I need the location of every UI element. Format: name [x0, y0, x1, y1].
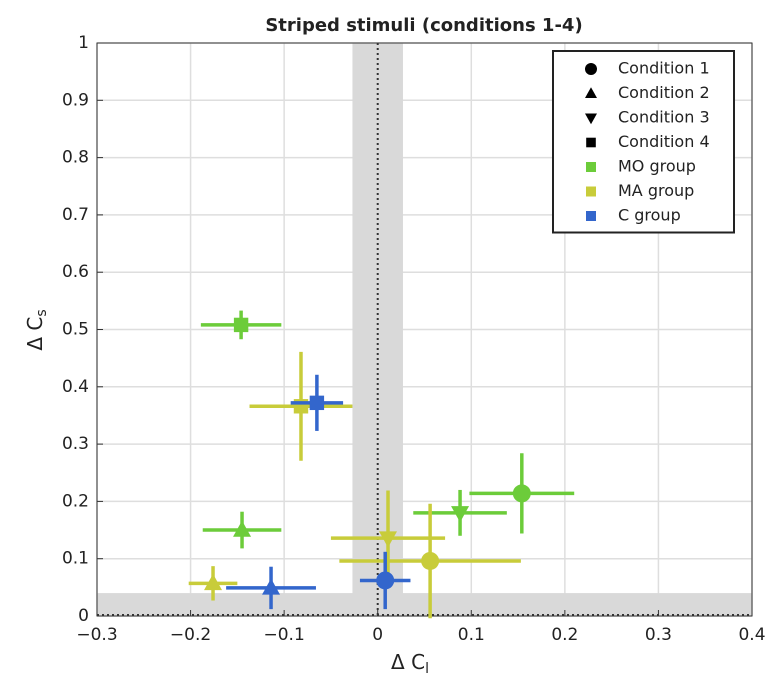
point	[512, 484, 531, 503]
x-tick-label: −0.2	[170, 625, 211, 645]
y-tick-label: 0.9	[62, 90, 89, 110]
x-tick-label: 0	[372, 625, 383, 645]
y-axis-label-text: Δ C	[23, 317, 47, 351]
legend-symbol	[585, 113, 597, 125]
y-tick-label: 0.4	[62, 377, 89, 397]
legend-symbol	[586, 137, 596, 148]
y-tick-label: 1	[78, 33, 89, 53]
y-tick-label: 0.5	[62, 320, 89, 340]
legend-label: C group	[618, 206, 681, 225]
legend-label: Condition 2	[618, 83, 710, 102]
y-axis-label: Δ Cs	[23, 309, 51, 350]
x-tick-label: −0.1	[264, 625, 305, 645]
x-axis-label-sub: l	[425, 661, 429, 677]
y-tick-label: 0	[78, 606, 89, 626]
legend-swatch	[586, 211, 596, 221]
point	[233, 520, 252, 537]
legend-label: MO group	[618, 157, 696, 176]
y-tick-label: 0.3	[62, 434, 89, 454]
point	[233, 317, 249, 333]
point	[204, 573, 223, 591]
x-axis-label-text: Δ C	[391, 650, 425, 674]
chart-title: Striped stimuli (conditions 1-4)	[265, 15, 582, 36]
legend-label: Condition 3	[618, 108, 710, 127]
x-axis-label: Δ Cl	[391, 650, 429, 678]
legend-swatch	[586, 162, 596, 172]
legend-swatch	[586, 186, 596, 197]
y-tick-label: 0.2	[62, 491, 89, 511]
x-tick-label: 0.3	[645, 625, 672, 645]
legend-symbol	[585, 63, 597, 75]
y-tick-label: 0.1	[62, 549, 89, 569]
point	[451, 506, 470, 523]
point	[421, 551, 440, 570]
point	[379, 531, 398, 548]
y-tick-label: 0.6	[62, 262, 89, 282]
legend-box	[552, 50, 735, 234]
point	[376, 571, 395, 590]
point	[309, 395, 325, 411]
y-tick-label: 0.7	[62, 205, 89, 225]
band-horizontal	[97, 593, 752, 616]
legend-symbol	[585, 87, 597, 98]
x-tick-label: −0.3	[76, 625, 117, 645]
legend-label: MA group	[618, 181, 694, 200]
point	[262, 578, 281, 595]
x-tick-label: 0.2	[551, 625, 578, 645]
x-tick-label: 0.4	[738, 625, 765, 645]
legend-label: Condition 4	[618, 132, 710, 151]
legend-label: Condition 1	[618, 59, 710, 78]
y-tick-label: 0.8	[62, 148, 89, 168]
y-axis-label-sub: s	[34, 309, 50, 316]
x-tick-label: 0.1	[458, 625, 485, 645]
